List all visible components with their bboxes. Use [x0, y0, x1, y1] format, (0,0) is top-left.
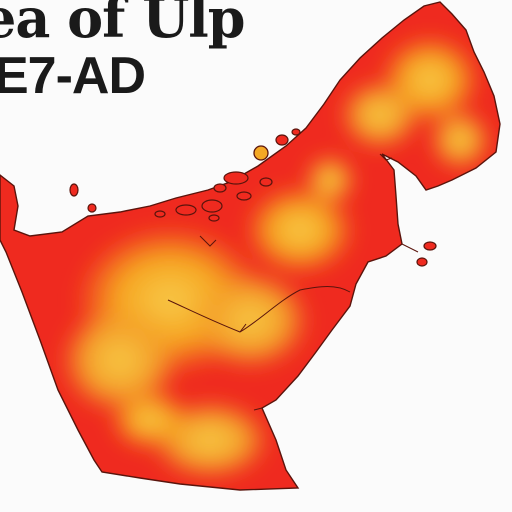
- islands: [69, 128, 437, 267]
- heat-layer: [60, 35, 490, 480]
- internal-borders: [167, 153, 419, 411]
- location-dot-icon: [253, 145, 269, 161]
- map-title-line2: E7-AD: [0, 47, 146, 105]
- map-title-line1: ea of Ulp: [0, 0, 246, 50]
